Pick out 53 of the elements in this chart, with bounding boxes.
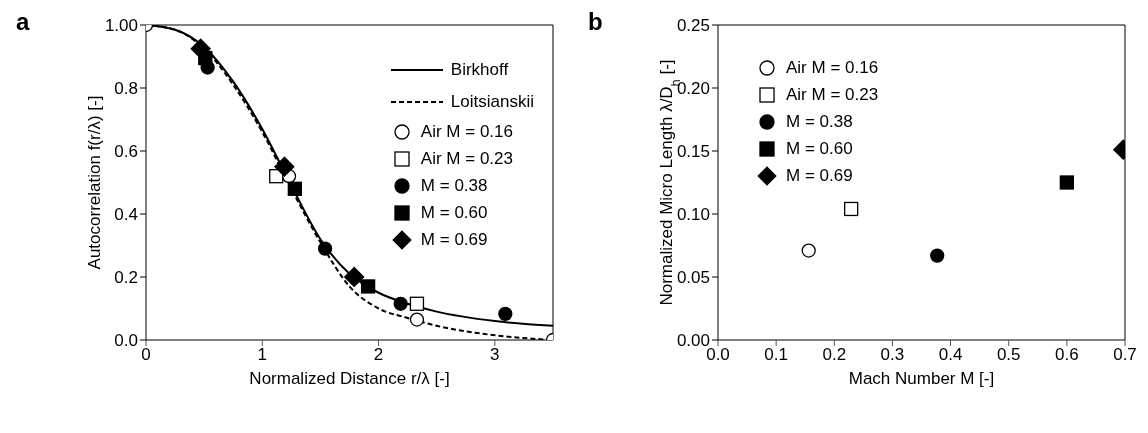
x-tick-label: 2 <box>373 345 384 365</box>
y-tick-label: 0.05 <box>676 268 710 288</box>
x-tick-label: 0.4 <box>938 345 963 365</box>
point <box>360 279 376 294</box>
legend-label: Air M = 0.23 <box>786 84 879 105</box>
x-tick-label: 3 <box>490 345 500 365</box>
legend-label: M = 0.38 <box>786 111 853 132</box>
y-tick-label: 0.10 <box>676 205 710 225</box>
point <box>844 201 859 217</box>
legend-label: Loitsianskii <box>450 92 534 112</box>
legend-label: Air M = 0.16 <box>420 121 513 142</box>
point <box>409 296 425 311</box>
point <box>317 241 333 256</box>
legend-label: M = 0.69 <box>786 165 853 186</box>
legend-label: M = 0.60 <box>786 138 853 159</box>
legend-label: M = 0.60 <box>420 202 488 223</box>
x-tick-label: 0.0 <box>706 345 730 365</box>
point <box>190 38 211 59</box>
y-tick-label: 0.25 <box>676 16 710 36</box>
chart-title: a <box>16 8 30 36</box>
x-tick-label: 0.2 <box>822 345 847 365</box>
legend-label: Air M = 0.23 <box>420 148 513 169</box>
y-tick-label: 0.8 <box>114 79 138 99</box>
y-tick-label: 0.4 <box>114 205 138 225</box>
point <box>409 312 425 327</box>
point <box>274 156 295 177</box>
x-tick-label: 0.7 <box>1113 345 1137 365</box>
x-tick-label: 0.1 <box>764 345 788 365</box>
x-axis-title: Normalized Distance r/λ [-] <box>249 369 450 388</box>
y-axis-title: Autocorrelation f(r/λ) [-] <box>85 95 104 270</box>
y-tick-label: 0.2 <box>114 268 138 288</box>
x-tick-label: 0 <box>141 345 151 365</box>
x-tick-label: 1 <box>257 345 268 365</box>
point <box>498 306 513 322</box>
point <box>287 181 302 196</box>
legend-label: M = 0.38 <box>420 175 488 196</box>
y-tick-label: 0.15 <box>676 142 710 162</box>
legend-label: M = 0.69 <box>420 229 488 250</box>
x-tick-label: 0.3 <box>880 345 905 365</box>
x-axis-title: Mach Number M [-] <box>848 369 995 388</box>
y-tick-label: 0.0 <box>114 331 138 351</box>
x-tick-label: 0.5 <box>996 345 1021 365</box>
point <box>393 296 408 311</box>
chart-title: b <box>588 8 603 36</box>
y-tick-label: 0.6 <box>114 142 138 162</box>
point <box>801 243 816 258</box>
point <box>930 248 945 263</box>
point <box>344 266 365 288</box>
x-tick-label: 0.6 <box>1055 345 1079 365</box>
legend-label: Birkhoff <box>450 60 509 80</box>
legend-label: Air M = 0.16 <box>786 57 879 78</box>
y-tick-label: 1.00 <box>104 16 138 36</box>
point <box>1059 175 1075 190</box>
